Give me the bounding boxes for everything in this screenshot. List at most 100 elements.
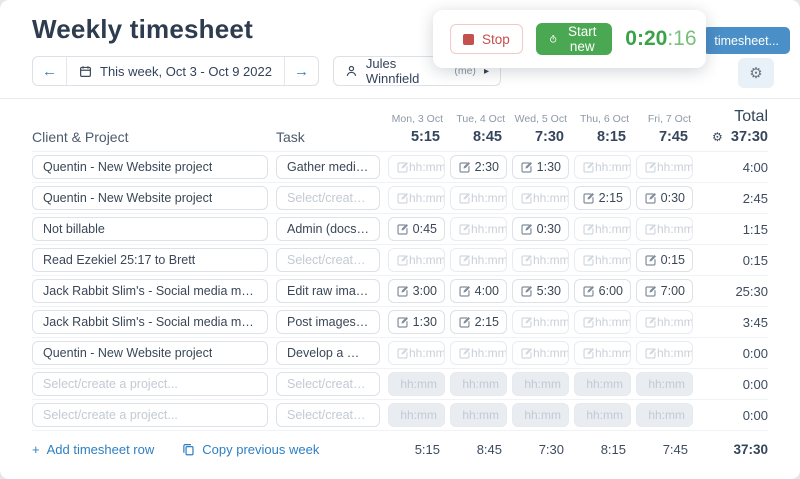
timesheet-row: Jack Rabbit Slim's - Social media manage… (32, 276, 768, 307)
week-range-selector[interactable]: This week, Oct 3 - Oct 9 2022 (67, 57, 284, 85)
time-cell[interactable]: 5:30 (512, 279, 569, 303)
edit-icon (520, 223, 533, 236)
time-cell[interactable]: hh:mm (636, 155, 693, 179)
arrow-right-icon: → (293, 62, 309, 80)
time-cell[interactable]: 0:30 (512, 217, 569, 241)
timesheet-button[interactable]: timesheet... (703, 27, 790, 54)
add-timesheet-row-button[interactable]: + Add timesheet row (32, 442, 155, 457)
time-cell[interactable]: 4:00 (450, 279, 507, 303)
row-total: 0:00 (742, 407, 768, 423)
project-select[interactable]: Quentin - New Website project (32, 341, 268, 365)
time-cell[interactable]: 0:30 (636, 186, 693, 210)
time-cell[interactable]: 2:15 (450, 310, 507, 334)
project-select[interactable]: Select/create a project... (32, 403, 268, 427)
copy-icon (182, 443, 195, 456)
time-cell[interactable]: hh:mm (450, 186, 507, 210)
day-footer-total: 8:15 (600, 442, 626, 457)
time-cell[interactable]: hh:mm (450, 248, 507, 272)
time-cell[interactable]: hh:mm (450, 217, 507, 241)
edit-icon (458, 161, 471, 174)
edit-icon (644, 223, 657, 236)
total-column-header: Total ⚙ 37:30 (698, 108, 768, 145)
calendar-icon (79, 65, 92, 78)
time-cell[interactable]: hh:mm (512, 341, 569, 365)
edit-icon (582, 285, 595, 298)
day-footer-total: 5:15 (414, 442, 440, 457)
settings-gear-button[interactable]: ⚙ (738, 58, 774, 88)
project-select[interactable]: Read Ezekiel 25:17 to Brett (32, 248, 268, 272)
project-select[interactable]: Jack Rabbit Slim's - Social media manage… (32, 279, 268, 303)
time-cell[interactable]: hh:mm (574, 248, 631, 272)
columns-gear-icon[interactable]: ⚙ (698, 130, 723, 144)
timesheet-row: Not billable Admin (docs, reporting) 0:4… (32, 214, 768, 245)
time-cell[interactable]: hh:mm (636, 217, 693, 241)
time-cell-disabled: hh:mm (574, 372, 631, 396)
task-select[interactable]: Edit raw images in Phot... (276, 279, 380, 303)
edit-icon (520, 161, 533, 174)
time-cell[interactable]: hh:mm (574, 155, 631, 179)
time-cell[interactable]: 2:15 (574, 186, 631, 210)
time-cell[interactable]: hh:mm (512, 248, 569, 272)
day-footer-total: 7:30 (538, 442, 564, 457)
project-select[interactable]: Jack Rabbit Slim's - Social media manage… (32, 310, 268, 334)
edit-icon (582, 316, 595, 329)
time-cell[interactable]: hh:mm (636, 310, 693, 334)
time-cell[interactable]: hh:mm (574, 217, 631, 241)
timer-seconds: :16 (667, 27, 697, 50)
time-cell[interactable]: hh:mm (450, 341, 507, 365)
copy-previous-week-button[interactable]: Copy previous week (182, 442, 319, 457)
start-new-timer-button[interactable]: Start new (535, 23, 613, 55)
time-cell[interactable]: 7:00 (636, 279, 693, 303)
edit-icon (644, 347, 657, 360)
edit-icon (582, 192, 595, 205)
arrow-left-icon: ← (42, 62, 57, 80)
day-column-header: Fri, 7 Oct 7:45 (647, 113, 691, 145)
start-new-label: Start new (567, 24, 597, 54)
task-select[interactable]: Develop a Wordpress si... (276, 341, 380, 365)
task-select[interactable]: Admin (docs, reporting) (276, 217, 380, 241)
time-cell-disabled: hh:mm (388, 403, 445, 427)
time-cell[interactable]: 0:45 (388, 217, 445, 241)
time-cell[interactable]: 0:15 (636, 248, 693, 272)
task-select[interactable]: Select/create a task... (276, 403, 380, 427)
stop-timer-button[interactable]: Stop (450, 24, 523, 54)
time-cell[interactable]: 2:30 (450, 155, 507, 179)
header-divider (0, 98, 800, 99)
project-select[interactable]: Not billable (32, 217, 268, 241)
time-cell[interactable]: hh:mm (512, 186, 569, 210)
time-cell[interactable]: hh:mm (388, 341, 445, 365)
time-cell[interactable]: 1:30 (512, 155, 569, 179)
time-cell[interactable]: hh:mm (512, 310, 569, 334)
timesheet-row: Select/create a project... Select/create… (32, 369, 768, 400)
row-total: 0:15 (742, 252, 768, 268)
day-column-header: Thu, 6 Oct 8:15 (579, 113, 629, 145)
project-select[interactable]: Quentin - New Website project (32, 186, 268, 210)
previous-week-button[interactable]: ← (33, 57, 67, 85)
time-cell[interactable]: hh:mm (388, 248, 445, 272)
task-select[interactable]: Post images to socials (276, 310, 380, 334)
project-select[interactable]: Select/create a project... (32, 372, 268, 396)
edit-icon (644, 316, 657, 329)
plus-icon: + (32, 442, 40, 457)
timesheet-row: Jack Rabbit Slim's - Social media manage… (32, 307, 768, 338)
edit-icon (644, 192, 657, 205)
time-cell[interactable]: hh:mm (388, 155, 445, 179)
week-controls: ← This week, Oct 3 - Oct 9 2022 → Jules … (32, 56, 768, 86)
task-select[interactable]: Select/create a task... (276, 186, 380, 210)
next-week-button[interactable]: → (283, 57, 318, 85)
time-cell[interactable]: hh:mm (574, 341, 631, 365)
time-cell[interactable]: hh:mm (574, 310, 631, 334)
time-cell[interactable]: 6:00 (574, 279, 631, 303)
task-select[interactable]: Select/create a task... (276, 248, 380, 272)
stopwatch-icon (549, 32, 557, 46)
time-cell[interactable]: hh:mm (388, 186, 445, 210)
week-total-header: 37:30 (730, 129, 768, 145)
time-cell[interactable]: hh:mm (636, 341, 693, 365)
task-select[interactable]: Gather media material (276, 155, 380, 179)
task-select[interactable]: Select/create a task... (276, 372, 380, 396)
timesheet-row: Quentin - New Website project Gather med… (32, 152, 768, 183)
project-select[interactable]: Quentin - New Website project (32, 155, 268, 179)
time-cell[interactable]: 1:30 (388, 310, 445, 334)
time-cell[interactable]: 3:00 (388, 279, 445, 303)
person-selector[interactable]: Jules Winnfield (me) ▸ (332, 56, 501, 86)
